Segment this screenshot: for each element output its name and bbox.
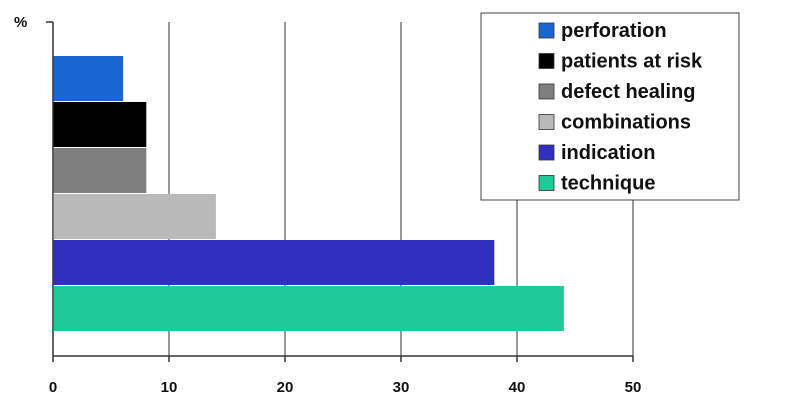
y-unit-label: %: [14, 14, 27, 31]
legend-label: patients at risk: [561, 51, 703, 73]
x-tick-labels: 0 10 20 30 40 50: [49, 379, 642, 396]
legend-swatch: [538, 144, 555, 161]
legend-swatch: [538, 83, 555, 100]
bar: [53, 286, 564, 331]
legend-label: perforation: [561, 20, 667, 42]
legend-label: indication: [561, 142, 655, 164]
x-tick-label: 50: [625, 379, 642, 396]
x-tick-label: 30: [393, 379, 410, 396]
legend-swatch: [538, 175, 555, 191]
legend: perforation patients at risk defect healin…: [480, 12, 740, 201]
bar: [53, 240, 495, 285]
bar: [53, 102, 147, 147]
bar: [53, 148, 147, 193]
bar: [53, 194, 216, 239]
legend-swatch: [538, 53, 555, 69]
legend-label: combinations: [561, 112, 691, 134]
axes: [46, 21, 633, 357]
legend-box: [480, 12, 740, 201]
legend-label: technique: [561, 173, 655, 195]
bars: [53, 56, 564, 331]
legend-label: defect healing: [561, 81, 695, 103]
x-tick-label: 0: [49, 379, 57, 396]
x-tick-label: 40: [509, 379, 526, 396]
legend-swatch: [538, 22, 555, 39]
x-tick-label: 20: [277, 379, 294, 396]
bar: [53, 56, 124, 101]
x-tick-label: 10: [161, 379, 178, 396]
legend-swatch: [538, 114, 555, 130]
